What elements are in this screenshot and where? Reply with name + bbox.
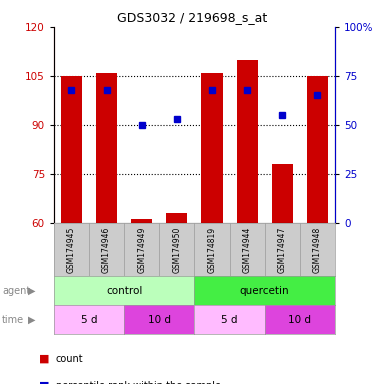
Text: GSM174946: GSM174946 [102,227,111,273]
Text: 10 d: 10 d [288,314,311,325]
Text: ▶: ▶ [28,314,35,325]
Text: GSM174948: GSM174948 [313,227,322,273]
Text: ■: ■ [38,381,49,384]
Text: ▶: ▶ [28,286,35,296]
Text: GSM174950: GSM174950 [172,227,181,273]
Text: 10 d: 10 d [148,314,171,325]
Bar [307,76,328,223]
Text: quercetin: quercetin [240,286,290,296]
Text: time: time [2,314,24,325]
Text: GSM174949: GSM174949 [137,227,146,273]
Text: GSM174945: GSM174945 [67,227,76,273]
Bar [96,73,117,223]
Text: GSM174944: GSM174944 [243,227,252,273]
Text: count: count [56,354,84,364]
Bar [131,220,152,223]
Bar [272,164,293,223]
Text: 5 d: 5 d [81,314,97,325]
Text: 5 d: 5 d [221,314,238,325]
Bar [236,60,258,223]
Bar [166,213,187,223]
Text: GDS3032 / 219698_s_at: GDS3032 / 219698_s_at [117,12,268,25]
Text: agent: agent [2,286,30,296]
Text: ■: ■ [38,354,49,364]
Text: GSM174819: GSM174819 [208,227,216,273]
Text: control: control [106,286,142,296]
Bar [201,73,223,223]
Bar [61,76,82,223]
Text: percentile rank within the sample: percentile rank within the sample [56,381,221,384]
Text: GSM174947: GSM174947 [278,227,287,273]
